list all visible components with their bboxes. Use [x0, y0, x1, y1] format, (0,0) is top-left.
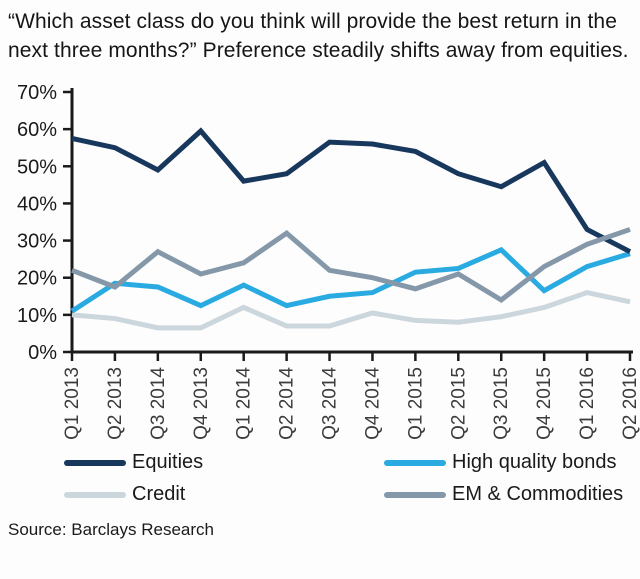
y-axis-label: 70% [17, 82, 57, 104]
y-axis-label: 40% [17, 194, 57, 216]
legend-item-em-commodities: EM & Commodities [384, 483, 640, 506]
x-axis-label: Q4 2013 [191, 367, 212, 440]
x-axis-label: Q4 2015 [534, 367, 555, 440]
source-note: Source: Barclays Research [8, 520, 214, 540]
x-axis-label: Q1 2013 [62, 367, 83, 440]
x-axis-label: Q2 2016 [620, 367, 640, 440]
y-axis-label: 10% [17, 305, 57, 327]
x-axis-label: Q3 2014 [320, 367, 341, 440]
x-axis-label: Q3 2015 [491, 367, 512, 440]
x-axis-label: Q1 2014 [234, 367, 255, 440]
legend-label-em-commodities: EM & Commodities [452, 483, 624, 506]
x-axis-label: Q2 2014 [277, 367, 298, 440]
x-axis-label: Q4 2014 [362, 367, 383, 440]
legend-label-equities: Equities [132, 451, 204, 474]
legend-swatch-high-quality-bonds [384, 459, 446, 466]
series-line-em-commodities [71, 227, 631, 304]
series-line-credit [71, 290, 631, 331]
series-line-equities [71, 127, 632, 255]
legend-swatch-equities [64, 459, 126, 466]
x-axis-label: Q1 2015 [405, 367, 426, 440]
legend-label-credit: Credit [132, 483, 186, 506]
x-axis-label: Q3 2014 [148, 367, 169, 440]
y-axis-label: 20% [17, 268, 57, 290]
legend-item-high-quality-bonds: High quality bonds [384, 451, 640, 474]
x-axis-label: Q2 2015 [448, 367, 469, 440]
x-axis-label: Q2 2013 [105, 367, 126, 440]
legend-swatch-em-commodities [384, 491, 446, 498]
chart-title: “Which asset class do you think will pro… [8, 10, 629, 62]
legend: Equities High quality bonds Credit EM & … [0, 451, 640, 506]
x-axis-label: Q1 2016 [577, 367, 598, 440]
line-chart: 0% 10% 20% 30% 40% 50% 60% 70% Q1 2013 Q2 2013 Q3 … [17, 82, 640, 440]
series-line-high-quality-bonds [70, 246, 631, 314]
y-axis-label: 60% [17, 119, 57, 141]
y-axis-label: 30% [17, 231, 57, 253]
legend-swatch-credit [64, 491, 126, 498]
y-axis-label: 0% [28, 342, 57, 364]
legend-label-high-quality-bonds: High quality bonds [452, 451, 617, 474]
y-axis-label: 50% [17, 156, 57, 178]
legend-item-credit: Credit [64, 483, 384, 506]
legend-item-equities: Equities [64, 451, 384, 474]
